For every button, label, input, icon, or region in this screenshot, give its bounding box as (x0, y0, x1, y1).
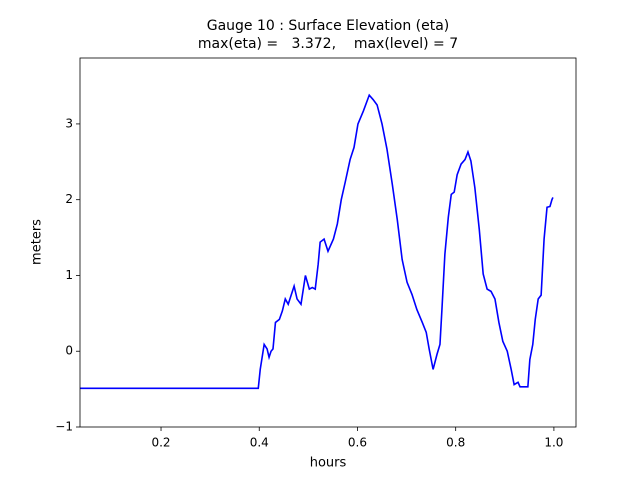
y-axis-label: meters (30, 219, 45, 265)
data-line (80, 93, 554, 390)
x-tick-label: 0.6 (348, 436, 367, 450)
y-tick-label: 3 (65, 116, 73, 130)
y-tick-label: 1 (65, 268, 73, 282)
chart-title: Gauge 10 : Surface Elevation (eta) (207, 18, 450, 34)
x-axis-label: hours (310, 456, 347, 471)
y-tick-label: 2 (65, 192, 73, 206)
x-tick-label: 0.2 (151, 436, 170, 450)
x-tick-label: 1.0 (544, 436, 563, 450)
y-tick-label: −1 (55, 420, 73, 434)
x-tick-label: 0.4 (250, 436, 269, 450)
chart-subtitle: max(eta) = 3.372, max(level) = 7 (198, 36, 458, 52)
plot-frame (79, 57, 577, 428)
y-tick-label: 0 (65, 344, 73, 358)
x-tick-label: 0.8 (446, 436, 465, 450)
